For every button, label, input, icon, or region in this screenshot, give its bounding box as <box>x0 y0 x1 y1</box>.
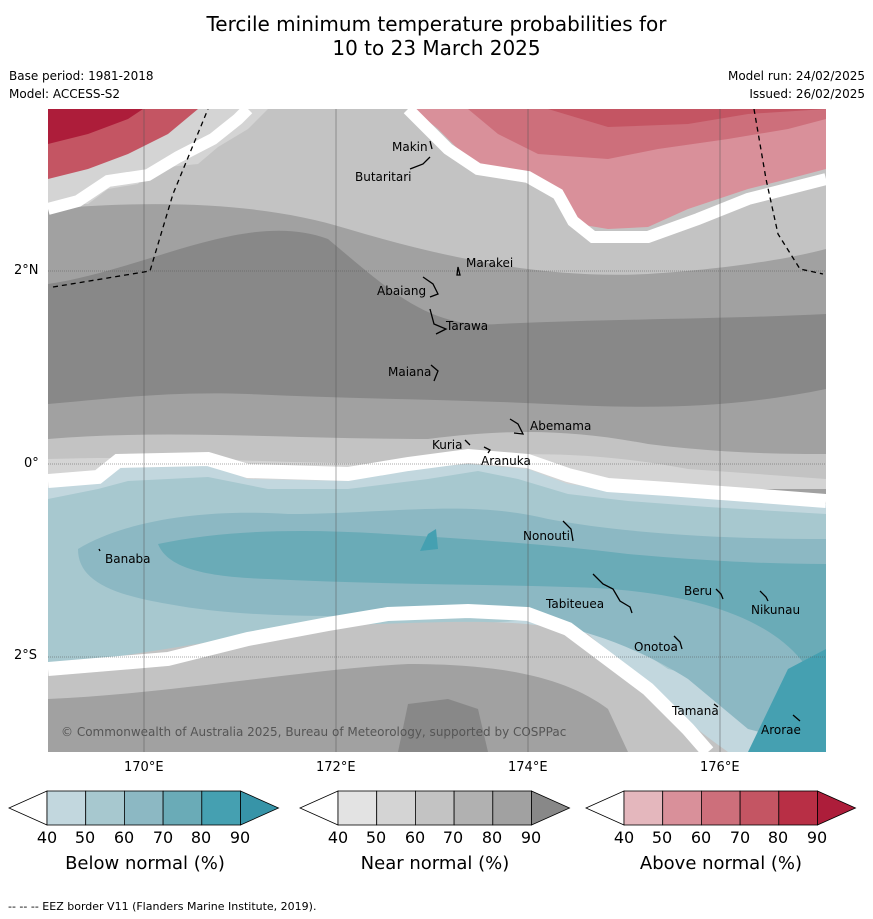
below-tick-70: 70 <box>152 828 174 847</box>
island-marakei <box>456 266 461 276</box>
gridlines <box>48 109 826 752</box>
island-onotoa <box>673 635 683 650</box>
lat-label-2s: 2°S <box>14 648 38 663</box>
above-normal-60 <box>468 109 826 159</box>
island-maiana <box>430 364 439 382</box>
base-period: Base period: 1981-2018 <box>9 69 154 83</box>
above-normal-70 <box>548 109 826 127</box>
island-beru <box>715 588 724 600</box>
island-makin <box>429 140 433 150</box>
colorbar-segment <box>623 790 664 826</box>
below-normal-label: Below normal (%) <box>65 853 225 874</box>
island-kuria <box>464 439 471 446</box>
colorbar-below <box>8 790 280 826</box>
white-gap-north-east <box>403 109 826 243</box>
near-tick-50: 50 <box>365 828 387 847</box>
below-normal-80-patch <box>420 529 438 551</box>
island-arorae <box>792 714 801 722</box>
colorbar-right-arrow <box>240 790 280 826</box>
eez-border-west <box>52 109 209 288</box>
near-tick-80: 80 <box>481 828 503 847</box>
below-tick-60: 60 <box>113 828 135 847</box>
colorbar-segment <box>414 790 455 826</box>
colorbar-segment <box>662 790 702 826</box>
above-tick-40: 40 <box>613 828 635 847</box>
above-tick-60: 60 <box>690 828 712 847</box>
lat-label-2n: 2°N <box>14 263 39 278</box>
colorbars <box>8 790 857 826</box>
model-name: Model: ACCESS-S2 <box>9 87 121 101</box>
white-gap-south <box>48 603 714 752</box>
colorbar-segment <box>46 790 87 826</box>
near-normal-south-60 <box>48 664 628 752</box>
white-gap-equator <box>48 448 826 508</box>
near-normal-south-90 <box>398 699 488 752</box>
forecast-map <box>48 109 826 752</box>
island-tabiteuea <box>592 573 633 614</box>
above-normal-label: Above normal (%) <box>639 853 803 874</box>
colorbar-left-arrow <box>299 790 339 826</box>
near-tick-60: 60 <box>404 828 426 847</box>
below-tick-80: 80 <box>190 828 212 847</box>
colorbar-right-arrow <box>531 790 571 826</box>
lon-label-174e: 174°E <box>508 760 548 775</box>
above-tick-70: 70 <box>729 828 751 847</box>
lon-label-172e: 172°E <box>316 760 356 775</box>
island-aranuka <box>483 446 491 454</box>
island-tarawa <box>429 308 448 335</box>
island-banaba <box>98 548 101 552</box>
island-nonouti <box>562 520 574 542</box>
island-abaiang <box>422 276 439 298</box>
lon-label-176e: 176°E <box>700 760 740 775</box>
colorbar-segment <box>201 790 241 826</box>
colorbar-ticks: 40 50 60 70 80 90 40 50 60 70 80 90 40 5… <box>0 828 873 850</box>
issued-date: Issued: 26/02/2025 <box>749 87 865 101</box>
below-normal-80-se <box>748 649 826 752</box>
colorbar-above <box>585 790 857 826</box>
near-normal-90 <box>48 230 826 407</box>
island-outlines <box>98 140 801 722</box>
colorbar-left-arrow <box>585 790 625 826</box>
colorbar-segment <box>376 790 416 826</box>
below-tick-50: 50 <box>74 828 96 847</box>
island-butaritari <box>409 156 431 170</box>
colorbar-segment <box>492 790 532 826</box>
colorbar-segment <box>85 790 125 826</box>
colorbar-segment <box>162 790 203 826</box>
island-abemama <box>509 418 525 435</box>
above-tick-90: 90 <box>806 828 828 847</box>
below-tick-90: 90 <box>229 828 251 847</box>
colorbar-segment <box>739 790 780 826</box>
white-gap-north-west <box>48 109 253 215</box>
title-line-2: 10 to 23 March 2025 <box>332 36 541 60</box>
title-line-1: Tercile minimum temperature probabilitie… <box>206 12 667 36</box>
colorbar-segment <box>124 790 164 826</box>
below-tick-40: 40 <box>36 828 58 847</box>
colorbar-segment <box>337 790 378 826</box>
eez-border-east <box>753 109 824 275</box>
eez-footer-note: -- -- -- EEZ border V11 (Flanders Marine… <box>8 900 317 913</box>
colorbar-segment <box>778 790 818 826</box>
model-run: Model run: 24/02/2025 <box>727 69 865 83</box>
near-normal-label: Near normal (%) <box>360 853 510 874</box>
colorbar-segment <box>453 790 494 826</box>
near-tick-70: 70 <box>442 828 464 847</box>
lat-label-0: 0° <box>24 456 39 471</box>
map-title: Tercile minimum temperature probabilitie… <box>0 12 873 60</box>
lon-label-170e: 170°E <box>124 760 164 775</box>
above-normal-nw-90 <box>48 109 143 144</box>
colorbar-segment <box>701 790 741 826</box>
colorbar-near <box>299 790 571 826</box>
near-tick-40: 40 <box>327 828 349 847</box>
above-tick-50: 50 <box>651 828 673 847</box>
meta-left: Base period: 1981-2018 Model: ACCESS-S2 <box>9 67 154 103</box>
island-nikunau <box>759 590 769 602</box>
colorbar-left-arrow <box>8 790 48 826</box>
meta-right: Model run: 24/02/2025 Issued: 26/02/2025 <box>728 67 865 103</box>
below-normal-70 <box>158 531 826 739</box>
near-tick-90: 90 <box>520 828 542 847</box>
island-tamana <box>713 703 719 708</box>
above-tick-80: 80 <box>767 828 789 847</box>
colorbar-right-arrow <box>817 790 857 826</box>
